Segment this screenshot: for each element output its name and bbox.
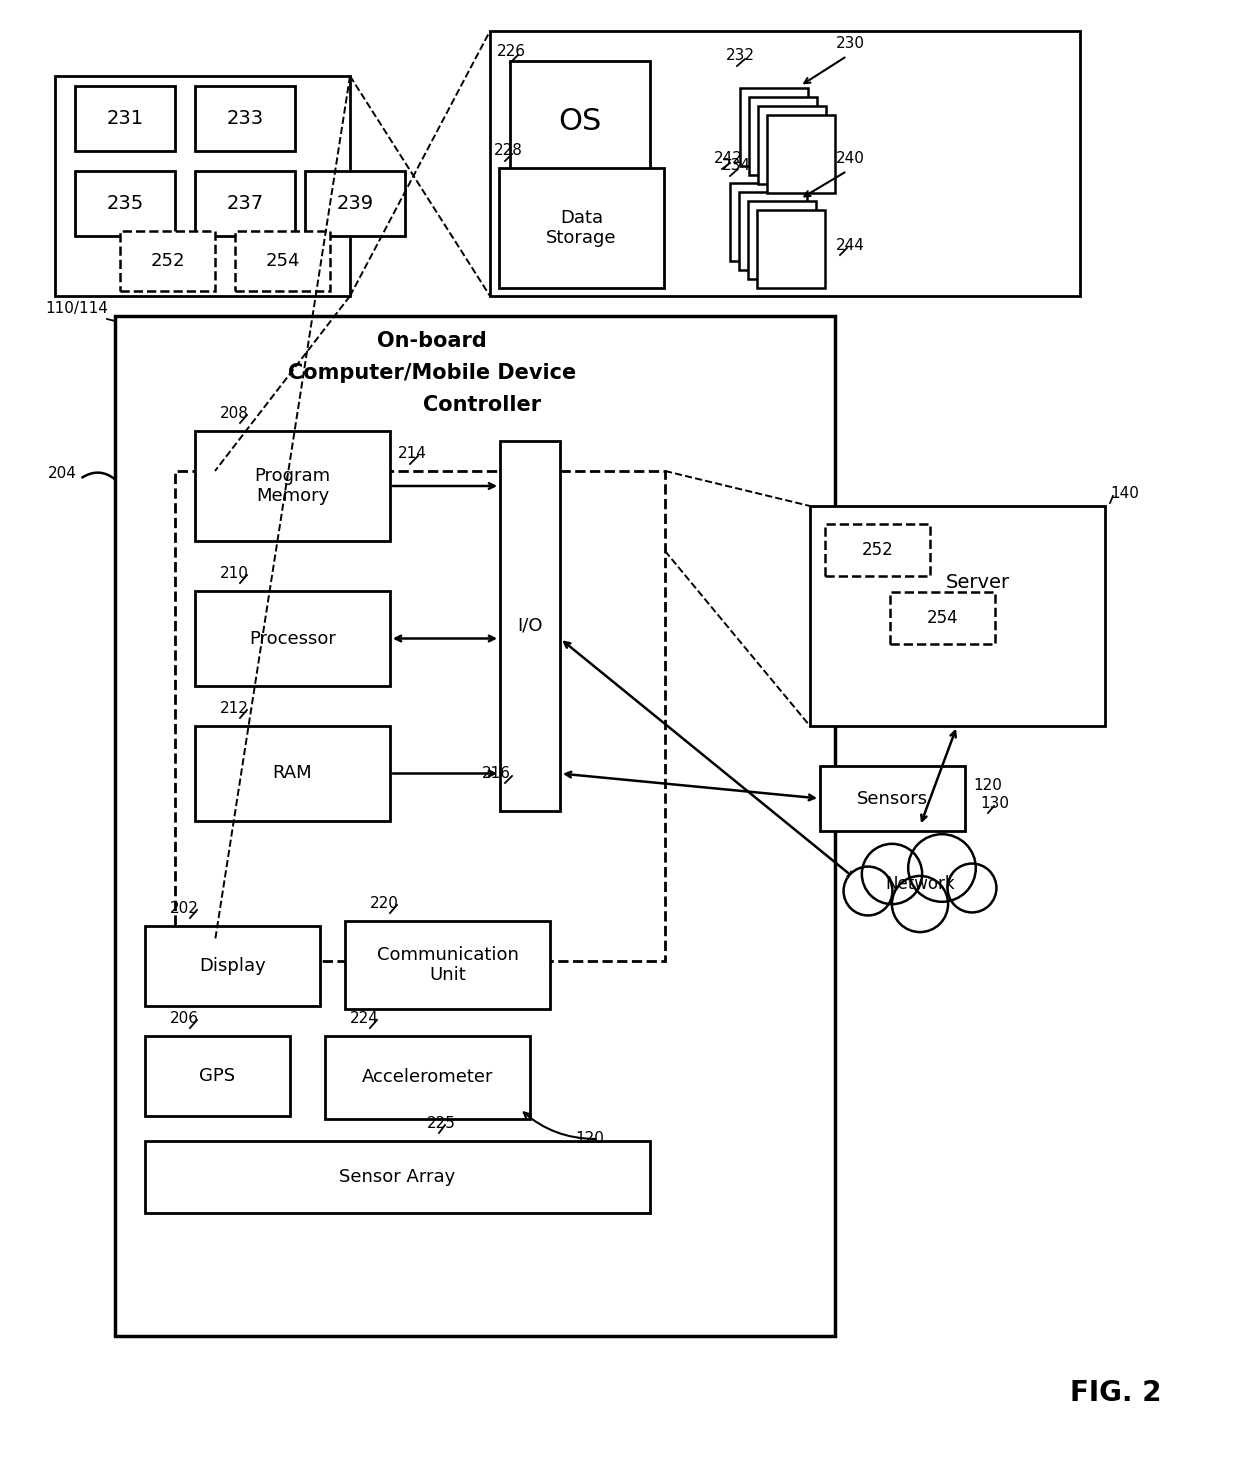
Text: 120: 120 — [575, 1131, 604, 1146]
Text: 232: 232 — [725, 47, 755, 64]
Bar — [55, 76, 350, 296]
Bar — [195, 431, 391, 541]
Text: 214: 214 — [398, 446, 427, 461]
Bar — [749, 96, 817, 175]
Text: Display: Display — [200, 957, 265, 974]
Bar — [236, 231, 330, 290]
Bar — [748, 201, 816, 278]
Text: 240: 240 — [836, 151, 864, 166]
Bar — [510, 61, 650, 181]
Circle shape — [862, 844, 923, 905]
Text: 226: 226 — [497, 44, 526, 59]
Text: 212: 212 — [219, 701, 249, 715]
Bar — [175, 471, 665, 961]
Text: 235: 235 — [107, 194, 144, 213]
Text: 208: 208 — [219, 406, 249, 421]
Text: RAM: RAM — [273, 764, 312, 782]
Text: 252: 252 — [150, 252, 185, 270]
Text: 230: 230 — [836, 36, 866, 50]
Text: 231: 231 — [107, 110, 144, 127]
Text: 233: 233 — [227, 110, 264, 127]
Text: Server: Server — [945, 573, 1009, 592]
Text: Network: Network — [885, 875, 955, 893]
Text: Controller: Controller — [423, 395, 541, 415]
Text: 254: 254 — [265, 252, 300, 270]
Bar — [145, 1037, 290, 1117]
Text: Communication
Unit: Communication Unit — [377, 945, 518, 985]
Bar — [756, 210, 825, 287]
Text: 220: 220 — [370, 896, 399, 911]
Bar — [195, 170, 295, 235]
Text: 225: 225 — [427, 1117, 456, 1131]
Circle shape — [843, 866, 893, 915]
Bar — [490, 31, 1080, 296]
Bar — [758, 107, 826, 184]
Bar — [498, 167, 663, 287]
Text: 202: 202 — [170, 900, 198, 917]
Text: 228: 228 — [494, 144, 523, 158]
Text: Program
Memory: Program Memory — [254, 467, 331, 505]
Bar — [195, 726, 391, 820]
Bar — [120, 231, 215, 290]
Text: On-board: On-board — [377, 330, 486, 351]
Bar — [739, 193, 807, 270]
Circle shape — [892, 875, 949, 932]
Text: 239: 239 — [336, 194, 373, 213]
Bar — [345, 921, 551, 1009]
Bar — [500, 441, 560, 812]
Bar — [74, 86, 175, 151]
Bar — [305, 170, 405, 235]
Bar — [810, 507, 1105, 726]
Text: 206: 206 — [170, 1012, 198, 1026]
Bar — [820, 766, 965, 831]
Text: 244: 244 — [836, 238, 864, 253]
Bar — [195, 591, 391, 686]
Circle shape — [947, 863, 997, 912]
Text: Processor: Processor — [249, 629, 336, 647]
Bar — [730, 184, 799, 261]
Bar — [325, 1037, 529, 1120]
Text: 234: 234 — [722, 158, 751, 173]
Circle shape — [908, 834, 976, 902]
Text: 210: 210 — [219, 566, 249, 581]
Text: Data
Storage: Data Storage — [547, 209, 616, 247]
Bar — [74, 170, 175, 235]
Text: FIG. 2: FIG. 2 — [1070, 1379, 1162, 1407]
Text: 216: 216 — [482, 766, 511, 780]
Bar — [768, 116, 835, 193]
Text: Computer/Mobile Device: Computer/Mobile Device — [288, 363, 575, 384]
Bar — [825, 524, 930, 576]
Text: 237: 237 — [227, 194, 264, 213]
Bar — [115, 315, 835, 1336]
Text: 130: 130 — [980, 795, 1009, 812]
Bar — [145, 926, 320, 1006]
Text: Accelerometer: Accelerometer — [362, 1068, 494, 1087]
Text: 110/114: 110/114 — [45, 301, 108, 315]
Text: I/O: I/O — [517, 618, 543, 635]
Bar — [145, 1140, 650, 1213]
Text: 120: 120 — [973, 779, 1002, 794]
Bar — [740, 87, 808, 166]
Text: 140: 140 — [1110, 486, 1138, 501]
Text: Sensor Array: Sensor Array — [340, 1169, 455, 1186]
Bar — [195, 86, 295, 151]
Text: GPS: GPS — [200, 1066, 236, 1086]
Text: 242: 242 — [714, 151, 743, 166]
Text: 224: 224 — [350, 1012, 379, 1026]
Bar — [890, 592, 994, 644]
Text: 252: 252 — [862, 541, 893, 558]
Text: OS: OS — [558, 107, 601, 135]
Text: 204: 204 — [48, 467, 77, 481]
Text: 254: 254 — [926, 609, 959, 626]
Text: Sensors: Sensors — [857, 789, 928, 807]
